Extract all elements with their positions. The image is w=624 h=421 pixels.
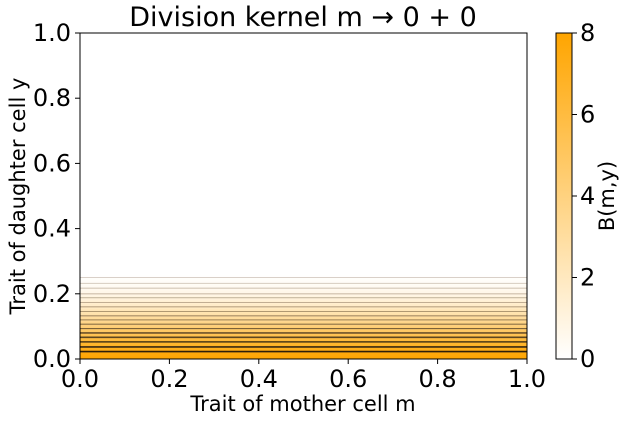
heatmap-band bbox=[80, 352, 527, 355]
heatmap-band bbox=[80, 306, 527, 310]
x-tick-label: 0.2 bbox=[150, 365, 188, 393]
heatmap-band bbox=[80, 311, 527, 314]
heatmap-band bbox=[80, 329, 527, 332]
heatmap-bands bbox=[80, 261, 527, 359]
heatmap-band bbox=[80, 275, 527, 279]
heatmap-band bbox=[80, 288, 527, 292]
chart-title: Division kernel m → 0 + 0 bbox=[129, 2, 477, 33]
heatmap-band bbox=[80, 264, 527, 267]
y-tick-label: 0.0 bbox=[33, 345, 71, 373]
heatmap-band bbox=[80, 355, 527, 358]
heatmap-band bbox=[80, 305, 527, 308]
heatmap-band bbox=[80, 319, 527, 323]
heatmap-band bbox=[80, 262, 527, 266]
heatmap-band bbox=[80, 337, 527, 341]
heatmap-band bbox=[80, 357, 527, 359]
y-tick-label: 0.8 bbox=[33, 84, 71, 112]
y-axis-label: Trait of daughter cell y bbox=[6, 78, 30, 316]
heatmap-band bbox=[80, 293, 527, 297]
colorbar-tick-label: 0 bbox=[580, 345, 595, 373]
heatmap-band bbox=[80, 285, 527, 288]
y-tick-label: 0.2 bbox=[33, 280, 71, 308]
heatmap-band bbox=[80, 313, 527, 316]
colorbar-label: B(m,y) bbox=[595, 161, 619, 231]
heatmap-band bbox=[80, 267, 527, 270]
heatmap-band bbox=[80, 328, 527, 331]
heatmap-band bbox=[80, 334, 527, 337]
x-tick-label: 0.8 bbox=[419, 365, 457, 393]
heatmap-band bbox=[80, 326, 527, 329]
colorbar-tick-label: 8 bbox=[580, 19, 595, 47]
x-tick-label: 0.0 bbox=[61, 365, 99, 393]
colorbar-tick-label: 6 bbox=[580, 101, 595, 129]
heatmap-band bbox=[80, 297, 527, 300]
colorbar-ticks: 0 2 4 6 8 bbox=[572, 19, 595, 373]
heatmap-band bbox=[80, 321, 527, 324]
heatmap-band bbox=[80, 284, 527, 287]
y-tick-label: 0.6 bbox=[33, 149, 71, 177]
heatmap-band bbox=[80, 310, 527, 313]
heatmap-band bbox=[80, 287, 527, 290]
heatmap-band bbox=[80, 298, 527, 301]
heatmap-band bbox=[80, 301, 527, 305]
heatmap-band bbox=[80, 280, 527, 283]
colorbar bbox=[555, 32, 573, 360]
heatmap-band bbox=[80, 303, 527, 306]
plot-frame bbox=[79, 32, 528, 360]
colorbar-tick-label: 4 bbox=[580, 182, 595, 210]
heatmap-band bbox=[80, 342, 527, 345]
heatmap-band bbox=[80, 300, 527, 303]
heatmap-band bbox=[80, 295, 527, 298]
heatmap-band bbox=[80, 324, 527, 327]
heatmap-band bbox=[80, 279, 527, 282]
x-axis-ticks: 0.0 0.2 0.4 0.6 0.8 1.0 bbox=[61, 359, 546, 393]
heatmap-band bbox=[80, 349, 527, 352]
contour-lines bbox=[80, 276, 527, 353]
heatmap-band bbox=[80, 274, 527, 277]
heatmap-band bbox=[80, 354, 527, 357]
heatmap-band bbox=[80, 266, 527, 269]
y-tick-label: 1.0 bbox=[33, 19, 71, 47]
x-tick-label: 0.4 bbox=[240, 365, 278, 393]
y-axis-ticks: 0.0 0.2 0.4 0.6 0.8 1.0 bbox=[33, 19, 80, 373]
heatmap-band bbox=[80, 290, 527, 293]
heatmap-band bbox=[80, 282, 527, 285]
y-tick-label: 0.4 bbox=[33, 215, 71, 243]
heatmap-band bbox=[80, 339, 527, 342]
heatmap-band bbox=[80, 308, 527, 311]
heatmap-band bbox=[80, 270, 527, 274]
heatmap-band bbox=[80, 269, 527, 272]
heatmap-band bbox=[80, 347, 527, 350]
colorbar-tick-label: 2 bbox=[580, 264, 595, 292]
heatmap-band bbox=[80, 344, 527, 347]
heatmap-band bbox=[80, 272, 527, 275]
heatmap-band bbox=[80, 277, 527, 280]
heatmap-band bbox=[80, 332, 527, 336]
heatmap-band bbox=[80, 292, 527, 295]
x-tick-label: 1.0 bbox=[508, 365, 546, 393]
heatmap-band bbox=[80, 261, 527, 264]
x-tick-label: 0.6 bbox=[329, 365, 367, 393]
heatmap-band bbox=[80, 316, 527, 319]
x-axis-label: Trait of mother cell m bbox=[189, 392, 415, 416]
